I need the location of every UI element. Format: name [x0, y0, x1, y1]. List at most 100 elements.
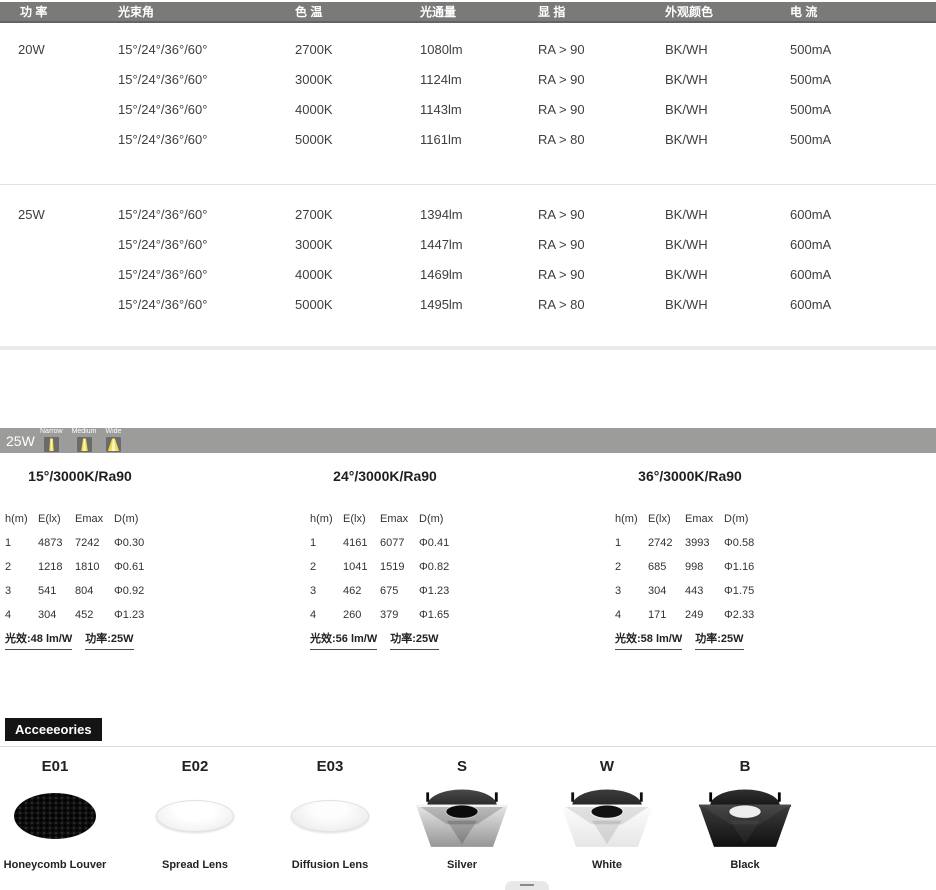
cell-cri: RA > 90 — [538, 206, 585, 222]
spec-header-cell: 光通量 — [420, 5, 457, 19]
cell-current: 600mA — [790, 236, 832, 252]
group-divider — [0, 184, 936, 185]
photometric-col-header: Emax — [380, 513, 409, 525]
photometric-cell: Φ1.16 — [724, 561, 755, 573]
accessory-code: W — [599, 758, 615, 775]
cell-beam-angle: 15°/24°/36°/60° — [118, 131, 208, 147]
cell-beam-angle: 15°/24°/36°/60° — [118, 41, 208, 57]
cell-beam-angle: 15°/24°/36°/60° — [118, 296, 208, 312]
photometric-cell: 304 — [648, 585, 667, 597]
beam-icon-label: Narrow — [40, 428, 63, 435]
cell-flux: 1447lm — [420, 236, 463, 252]
spec-row: 15°/24°/36°/60° 3000K 1124lm RA > 90 BK/WH 50… — [0, 64, 936, 94]
cell-cri: RA > 90 — [538, 266, 585, 282]
photometric-table: 24°/3000K/Ra90 h(m) E(lx) Emax D(m) 1 4161 6077… — [310, 460, 460, 650]
photometric-cell: 2 — [310, 561, 317, 573]
white-square-trim-image — [560, 780, 654, 853]
spread-lens-image — [156, 800, 234, 832]
cell-cct: 5000K — [295, 296, 333, 312]
photometric-cell: Φ1.23 — [419, 585, 450, 597]
photometric-cell: 675 — [380, 585, 399, 597]
photometric-cell: 4873 — [38, 537, 63, 549]
photometric-cell: 462 — [343, 585, 362, 597]
photometric-cell: 1 — [5, 537, 12, 549]
cell-finish: BK/WH — [665, 71, 708, 87]
spec-group: 20W 15°/24°/36°/60° 2700K 1080lm RA > 90 BK/W… — [0, 34, 936, 154]
photometric-cell: 2 — [615, 561, 622, 573]
accessory-code: E02 — [181, 758, 209, 775]
cell-flux: 1469lm — [420, 266, 463, 282]
cell-finish: BK/WH — [665, 266, 708, 282]
cell-cct: 2700K — [295, 206, 333, 222]
photometric-cell: 3 — [310, 585, 317, 597]
cropped-image-edge — [505, 881, 549, 890]
accessory-caption: Honeycomb Louver — [3, 859, 107, 871]
photometric-cell: 3993 — [685, 537, 710, 549]
photometric-col-header: Emax — [75, 513, 104, 525]
accessory-caption: Silver — [447, 859, 477, 871]
photometric-cell: 1519 — [380, 561, 405, 573]
photometric-cell: 379 — [380, 609, 399, 621]
cell-current: 500mA — [790, 41, 832, 57]
accessory-item: E01 Honeycomb Louver — [0, 758, 110, 871]
power-value: 功率:25W — [390, 630, 439, 650]
spec-table-header-row: 功 率 光束角 色 温 光通量 显 指 外观颜色 电 流 — [0, 2, 936, 23]
beam-icon-label: Wide — [105, 428, 122, 435]
photometric-cell: 1 — [615, 537, 622, 549]
cell-cct: 4000K — [295, 266, 333, 282]
cell-beam-angle: 15°/24°/36°/60° — [118, 266, 208, 282]
photometric-cell: Φ0.30 — [114, 537, 145, 549]
cell-finish: BK/WH — [665, 41, 708, 57]
cell-beam-angle: 15°/24°/36°/60° — [118, 206, 208, 222]
spec-header-cell: 光束角 — [118, 5, 155, 19]
photometric-cell: 6077 — [380, 537, 405, 549]
spec-row: 15°/24°/36°/60° 4000K 1469lm RA > 90 BK/WH 60… — [0, 259, 936, 289]
photometric-cell: 4 — [5, 609, 12, 621]
accessory-caption: White — [592, 859, 622, 871]
cell-beam-angle: 15°/24°/36°/60° — [118, 101, 208, 117]
photometric-col-header: E(lx) — [648, 513, 671, 525]
photometric-table: 36°/3000K/Ra90 h(m) E(lx) Emax D(m) 1 2742 3993… — [615, 460, 765, 650]
photometric-cell: 541 — [38, 585, 57, 597]
photometric-cell: 4161 — [343, 537, 368, 549]
photometric-table-title: 24°/3000K/Ra90 — [333, 468, 437, 484]
cell-cri: RA > 80 — [538, 296, 585, 312]
photometric-cell: 804 — [75, 585, 94, 597]
medium-beam-icon: Medium — [71, 428, 97, 452]
photometric-col-header: h(m) — [310, 513, 333, 525]
accessories-list: E01 Honeycomb Louver E02 Spread Lens E03 Diff… — [0, 758, 936, 883]
spec-group: 25W 15°/24°/36°/60° 2700K 1394lm RA > 90 BK/W… — [0, 199, 936, 319]
narrow-beam-icon: Narrow — [40, 428, 63, 452]
photometric-cell: Φ0.41 — [419, 537, 450, 549]
photometric-cell: 3 — [615, 585, 622, 597]
cell-cct: 3000K — [295, 71, 333, 87]
spec-header-cell: 色 温 — [295, 5, 323, 19]
wide-beam-icon-glyph — [105, 436, 121, 452]
beam-icon-label: Medium — [71, 428, 97, 435]
cell-flux: 1495lm — [420, 296, 463, 312]
spec-row: 15°/24°/36°/60° 5000K 1161lm RA > 80 BK/WH 50… — [0, 124, 936, 154]
spec-row: 15°/24°/36°/60° 5000K 1495lm RA > 80 BK/WH 60… — [0, 289, 936, 319]
accessories-section-title: Acceeeories — [5, 718, 102, 741]
photometric-band: 25W Narrow Medium Wide — [0, 428, 936, 453]
cell-current: 500mA — [790, 71, 832, 87]
photometric-cell: 4 — [615, 609, 622, 621]
cell-cct: 4000K — [295, 101, 333, 117]
photometric-cell: Φ1.65 — [419, 609, 450, 621]
photometric-band-label: 25W — [6, 433, 35, 449]
photometric-cell: Φ0.82 — [419, 561, 450, 573]
cell-flux: 1161lm — [420, 131, 462, 147]
photometric-cell: Φ1.23 — [114, 609, 145, 621]
photometric-cell: 249 — [685, 609, 704, 621]
cell-flux: 1143lm — [420, 101, 462, 117]
photometric-cell: 1218 — [38, 561, 63, 573]
photometric-cell: 7242 — [75, 537, 100, 549]
spec-header-cell: 显 指 — [538, 5, 566, 19]
photometric-footer: 光效:56 lm/W 功率:25W — [310, 630, 460, 650]
photometric-cell: 4 — [310, 609, 317, 621]
photometric-col-header: D(m) — [724, 513, 749, 525]
cell-finish: BK/WH — [665, 206, 708, 222]
photometric-col-header: h(m) — [5, 513, 28, 525]
spec-table-body: 20W 15°/24°/36°/60° 2700K 1080lm RA > 90 BK/W… — [0, 34, 936, 319]
cell-cri: RA > 90 — [538, 101, 585, 117]
